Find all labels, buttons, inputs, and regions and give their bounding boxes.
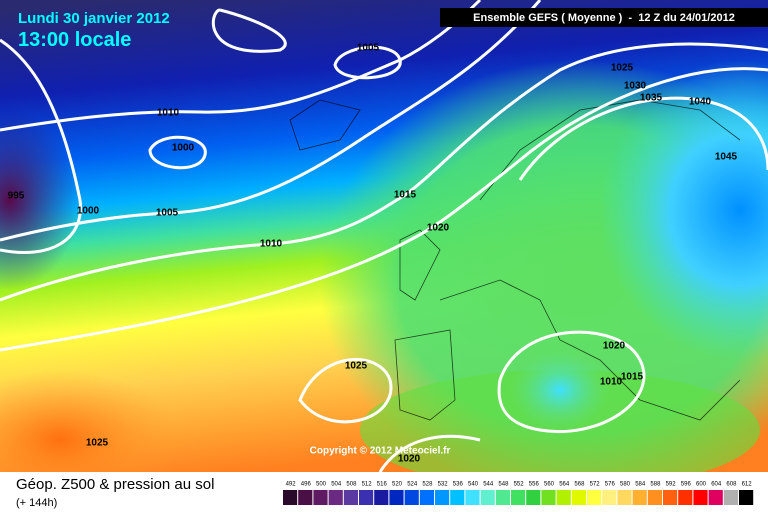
legend-label: 508	[346, 482, 357, 488]
isobar-label: 1015	[621, 372, 644, 383]
isobar-label: 1030	[624, 81, 647, 92]
isobar-label: 1015	[394, 190, 417, 201]
isobar-label: 1020	[398, 454, 421, 465]
isobar-label: 1025	[86, 438, 109, 449]
legend-label: 604	[711, 482, 722, 488]
legend-swatch	[556, 490, 571, 505]
legend-swatch	[587, 490, 602, 505]
isobar-label: 1020	[427, 223, 450, 234]
legend-swatch	[571, 490, 586, 505]
isobar-label: 1045	[715, 152, 738, 163]
legend-swatch	[465, 490, 480, 505]
legend-swatch	[343, 490, 358, 505]
local-time: 13:00 locale	[18, 29, 131, 51]
legend-swatch	[450, 490, 465, 505]
legend-swatch	[435, 490, 450, 505]
legend-swatch	[374, 490, 389, 505]
legend-swatch	[602, 490, 617, 505]
legend-swatch	[723, 490, 738, 505]
isobar-label: 1010	[600, 377, 623, 388]
footer-title: Géop. Z500 & pression au sol	[16, 476, 214, 493]
header-box	[440, 8, 768, 27]
legend-label: 520	[392, 482, 403, 488]
legend-swatch	[739, 490, 754, 505]
model-info: Ensemble GEFS ( Moyenne ) - 12 Z du 24/0…	[473, 12, 735, 24]
legend-label: 500	[316, 482, 327, 488]
isobar-label: 1005	[357, 43, 380, 54]
legend: 492 496 500 504 508 512 516 520 524 528 532 536 540 5…	[283, 482, 754, 505]
legend-label: 584	[635, 482, 646, 488]
isobar-label: 1040	[689, 97, 712, 108]
legend-label: 580	[620, 482, 631, 488]
legend-swatch	[419, 490, 434, 505]
legend-label: 592	[666, 482, 677, 488]
lead-time: (+ 144h)	[16, 497, 57, 509]
legend-swatch	[298, 490, 313, 505]
legend-swatch	[708, 490, 723, 505]
isobar-label: 1005	[156, 208, 179, 219]
legend-swatch	[526, 490, 541, 505]
legend-swatch	[632, 490, 647, 505]
legend-label: 548	[498, 482, 509, 488]
legend-label: 588	[650, 482, 661, 488]
legend-swatch	[404, 490, 419, 505]
date: Lundi 30 janvier 2012	[18, 10, 170, 27]
legend-label: 516	[377, 482, 388, 488]
legend-swatch	[328, 490, 343, 505]
legend-swatch	[495, 490, 510, 505]
legend-label: 560	[544, 482, 555, 488]
legend-swatch	[678, 490, 693, 505]
legend-label: 496	[301, 482, 312, 488]
legend-label: 600	[696, 482, 707, 488]
legend-label: 596	[681, 482, 692, 488]
isobar-label: 1025	[345, 361, 368, 372]
legend-swatch	[283, 490, 298, 505]
legend-label: 544	[483, 482, 494, 488]
isobar-label: 1000	[77, 206, 100, 217]
legend-label: 524	[407, 482, 418, 488]
legend-label: 512	[362, 482, 373, 488]
isobar-label: 1035	[640, 93, 663, 104]
legend-label: 612	[742, 482, 753, 488]
legend-swatch	[541, 490, 556, 505]
legend-swatch	[313, 490, 328, 505]
legend-label: 528	[422, 482, 433, 488]
legend-label: 552	[514, 482, 525, 488]
legend-swatch	[511, 490, 526, 505]
legend-label: 492	[286, 482, 297, 488]
legend-label: 536	[453, 482, 464, 488]
legend-label: 608	[726, 482, 737, 488]
legend-swatch	[647, 490, 662, 505]
isobar-label: 1010	[260, 239, 283, 250]
legend-label: 504	[331, 482, 342, 488]
coastlines	[289, 99, 741, 421]
legend-swatch	[693, 490, 708, 505]
isobar-label: 1020	[603, 341, 626, 352]
legend-swatch	[663, 490, 678, 505]
legend-swatch	[480, 490, 495, 505]
legend-label: 532	[438, 482, 449, 488]
legend-label: 568	[574, 482, 585, 488]
copyright: Copyright © 2012 Meteociel.fr	[310, 446, 451, 457]
isobar-label: 1025	[611, 63, 634, 74]
legend-label: 564	[559, 482, 570, 488]
isobar-label: 1000	[172, 143, 195, 154]
legend-swatch	[359, 490, 374, 505]
legend-swatch	[617, 490, 632, 505]
isobar-label: 1010	[157, 108, 180, 119]
legend-label: 576	[605, 482, 616, 488]
legend-swatch	[389, 490, 404, 505]
legend-label: 572	[590, 482, 601, 488]
isobars	[0, 0, 768, 472]
legend-label: 540	[468, 482, 479, 488]
isobar-label: 995	[8, 191, 25, 202]
legend-label: 556	[529, 482, 540, 488]
